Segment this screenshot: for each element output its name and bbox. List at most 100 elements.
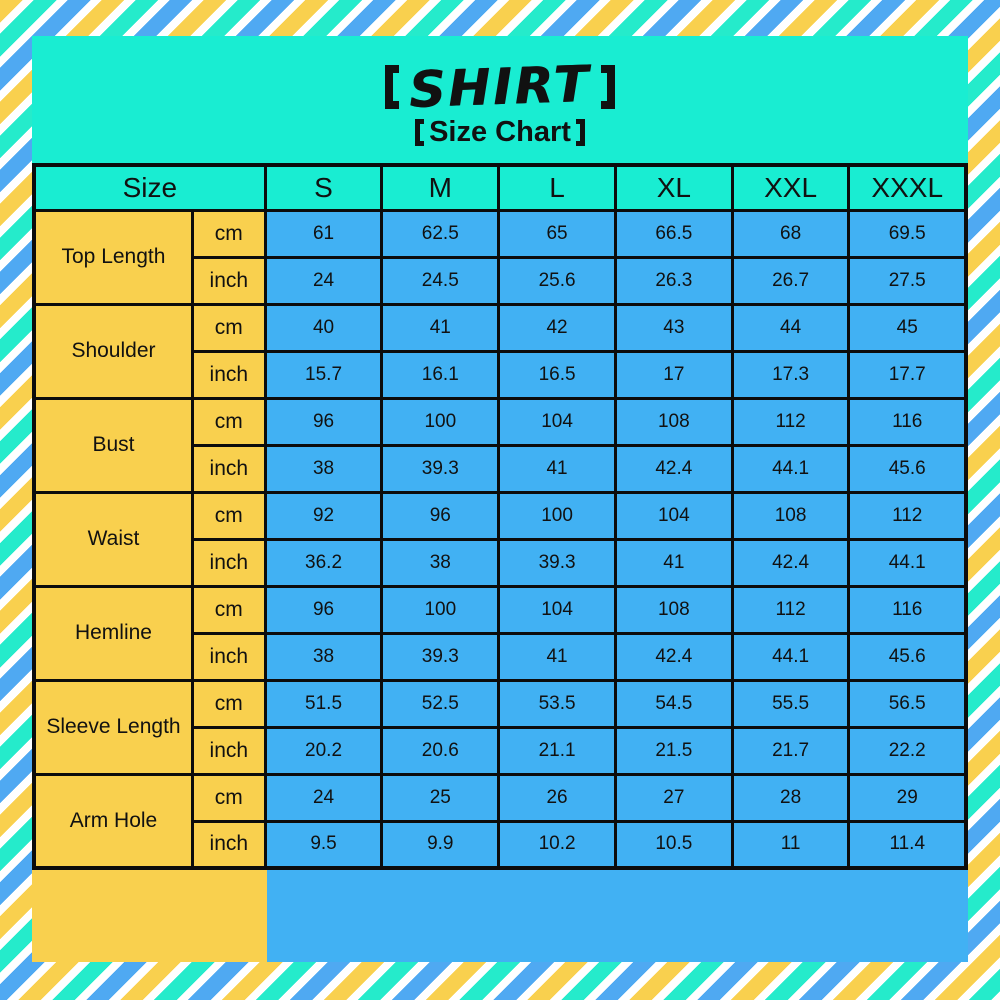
- table-row: inch 20.2 20.6 21.1 21.5 21.7 22.2: [34, 725, 968, 776]
- unit-label-inch: inch: [190, 725, 267, 776]
- header-size-xxl: XXL: [730, 163, 851, 212]
- value-cell: 25: [380, 772, 501, 823]
- value-cell: 92: [263, 490, 384, 541]
- unit-label-inch: inch: [190, 537, 267, 588]
- measurement-name: Hemline: [32, 584, 194, 682]
- value-cell: 108: [730, 490, 851, 541]
- value-cell: 9.9: [380, 819, 501, 870]
- value-cell: 41: [613, 537, 734, 588]
- value-cell: 41: [497, 443, 617, 494]
- unit-label-cm: cm: [190, 490, 267, 541]
- value-cell: 17.7: [847, 349, 968, 400]
- value-cell: 40: [263, 302, 384, 353]
- value-cell: 16.5: [497, 349, 617, 400]
- unit-label-cm: cm: [190, 302, 267, 353]
- value-cell: 104: [497, 396, 617, 447]
- value-cell: 45.6: [847, 631, 968, 682]
- measurement-name: Shoulder: [32, 302, 194, 400]
- value-cell: 108: [613, 584, 734, 635]
- value-cell: 62.5: [380, 208, 501, 259]
- value-cell: 44.1: [730, 631, 851, 682]
- blue-footer-block: [267, 870, 968, 962]
- value-cell: 41: [380, 302, 501, 353]
- subtitle-bracket-close-icon: [575, 119, 585, 146]
- unit-label-cm: cm: [190, 396, 267, 447]
- header-size-xl: XL: [613, 163, 734, 212]
- value-cell: 15.7: [263, 349, 384, 400]
- size-chart-panel: SHIRT Size Chart Size S M L: [32, 36, 968, 962]
- value-cell: 96: [380, 490, 501, 541]
- value-cell: 65: [497, 208, 617, 259]
- value-cell: 22.2: [847, 725, 968, 776]
- size-chart-table: Size S M L XL XXL XXXL Top Length cm 61 …: [32, 163, 968, 870]
- value-cell: 25.6: [497, 255, 617, 306]
- header-size-l: L: [497, 163, 617, 212]
- value-cell: 17: [613, 349, 734, 400]
- value-cell: 16.1: [380, 349, 501, 400]
- table-row: Arm Hole cm 24 25 26 27 28 29: [32, 772, 968, 870]
- value-cell: 10.5: [613, 819, 734, 870]
- value-cell: 112: [847, 490, 968, 541]
- table-row: inch 24 24.5 25.6 26.3 26.7 27.5: [34, 255, 968, 306]
- value-cell: 38: [263, 631, 384, 682]
- value-cell: 41: [497, 631, 617, 682]
- value-cell: 26: [497, 772, 617, 823]
- page-subtitle: Size Chart: [415, 118, 585, 147]
- value-cell: 96: [263, 584, 384, 635]
- measurement-name: Arm Hole: [32, 772, 194, 870]
- value-cell: 38: [263, 443, 384, 494]
- value-cell: 21.5: [613, 725, 734, 776]
- value-cell: 39.3: [497, 537, 617, 588]
- value-cell: 11: [730, 819, 851, 870]
- value-cell: 11.4: [847, 819, 968, 870]
- title-text: SHIRT: [408, 54, 592, 120]
- value-cell: 45.6: [847, 443, 968, 494]
- value-cell: 100: [380, 396, 501, 447]
- subtitle-bracket-open-icon: [415, 119, 425, 146]
- unit-label-inch: inch: [190, 255, 267, 306]
- value-cell: 44: [730, 302, 851, 353]
- table-row: inch 38 39.3 41 42.4 44.1 45.6: [34, 443, 968, 494]
- measurement-name: Top Length: [32, 208, 194, 306]
- unit-label-inch: inch: [190, 443, 267, 494]
- value-cell: 42.4: [730, 537, 851, 588]
- value-cell: 104: [497, 584, 617, 635]
- value-cell: 17.3: [730, 349, 851, 400]
- value-cell: 112: [730, 584, 851, 635]
- subtitle-text: Size Chart: [429, 116, 571, 148]
- value-cell: 53.5: [497, 678, 617, 729]
- value-cell: 44.1: [730, 443, 851, 494]
- value-cell: 54.5: [613, 678, 734, 729]
- unit-label-inch: inch: [190, 631, 267, 682]
- value-cell: 104: [613, 490, 734, 541]
- value-cell: 10.2: [497, 819, 617, 870]
- table-row: Hemline cm 96 100 104 108 112 116: [32, 584, 968, 682]
- value-cell: 39.3: [380, 443, 501, 494]
- table-footer-extension: [32, 870, 968, 962]
- header-row: Size S M L XL XXL XXXL: [32, 163, 968, 212]
- value-cell: 20.6: [380, 725, 501, 776]
- value-cell: 52.5: [380, 678, 501, 729]
- page-title: SHIRT: [385, 54, 615, 120]
- value-cell: 42.4: [613, 631, 734, 682]
- value-cell: 42: [497, 302, 617, 353]
- value-cell: 43: [613, 302, 734, 353]
- value-cell: 26.3: [613, 255, 734, 306]
- value-cell: 100: [497, 490, 617, 541]
- yellow-footer-block: [32, 870, 267, 962]
- value-cell: 44.1: [847, 537, 968, 588]
- value-cell: 9.5: [263, 819, 384, 870]
- value-cell: 56.5: [847, 678, 968, 729]
- measurement-name: Waist: [32, 490, 194, 588]
- table-row: Shoulder cm 40 41 42 43 44 45: [32, 302, 968, 400]
- value-cell: 100: [380, 584, 501, 635]
- header-size: Size: [32, 163, 267, 212]
- value-cell: 39.3: [380, 631, 501, 682]
- value-cell: 96: [263, 396, 384, 447]
- value-cell: 27: [613, 772, 734, 823]
- value-cell: 20.2: [263, 725, 384, 776]
- header-size-m: M: [380, 163, 501, 212]
- table-row: Top Length cm 61 62.5 65 66.5 68 69.5: [32, 208, 968, 306]
- value-cell: 112: [730, 396, 851, 447]
